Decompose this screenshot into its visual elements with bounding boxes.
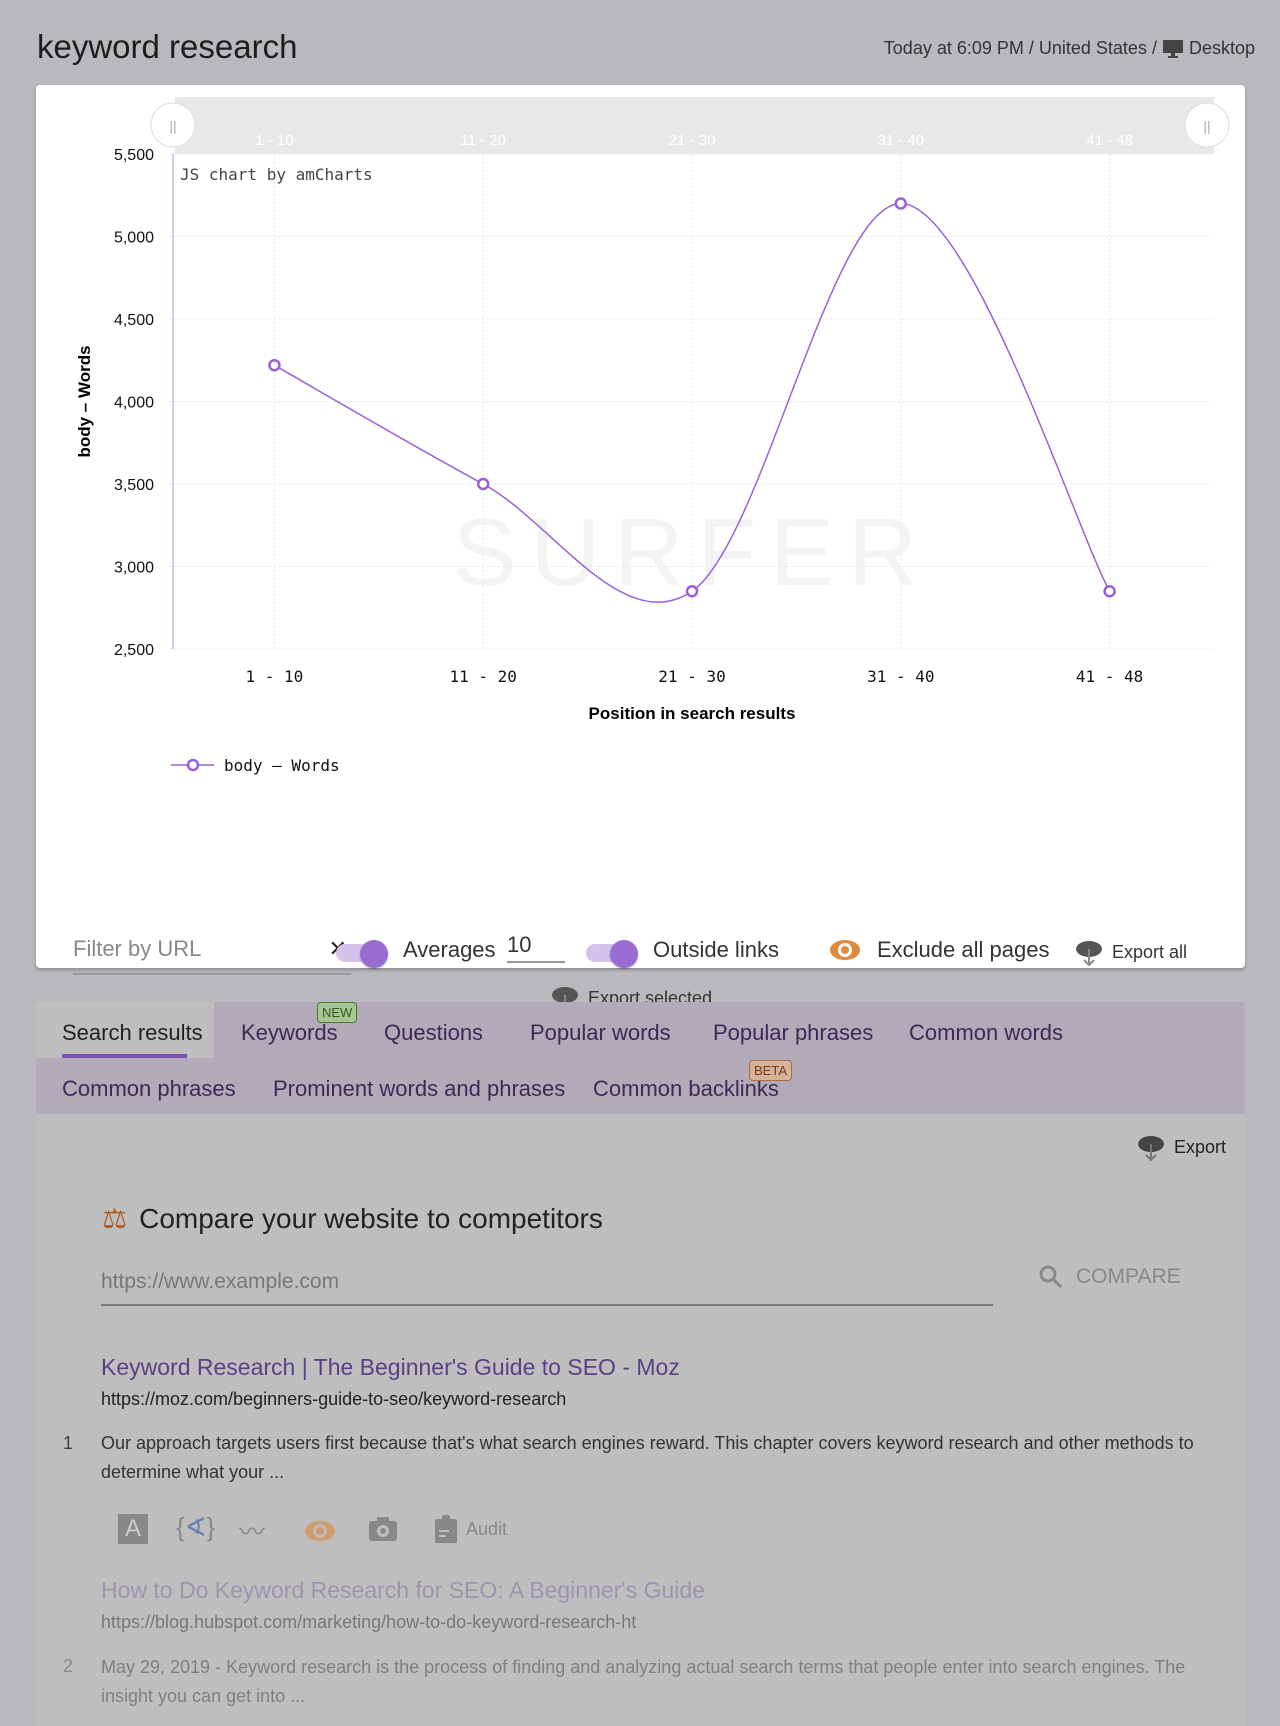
series-line xyxy=(274,202,1111,603)
y-tick-label: 4,500 xyxy=(114,312,154,329)
x-tick-label: 31 - 40 xyxy=(867,667,934,686)
y-tick-label: 2,500 xyxy=(114,642,154,659)
averages-value: 10 xyxy=(507,932,532,957)
compare-button[interactable]: COMPARE xyxy=(1038,1264,1181,1290)
outside-links-switch[interactable] xyxy=(586,940,638,968)
y-tick-label: 4,000 xyxy=(114,395,154,412)
tab-keywords[interactable]: Keywords xyxy=(241,1020,338,1045)
meta-text: Today at 6:09 PM / United States / xyxy=(883,38,1157,58)
compare-placeholder: https://www.example.com xyxy=(101,1270,340,1293)
tab-common-words[interactable]: Common words xyxy=(909,1020,1064,1045)
export-label: Export xyxy=(1174,1136,1227,1157)
audit-label: Audit xyxy=(466,1518,508,1539)
monitor-icon xyxy=(1162,39,1183,58)
y-tick-label: 5,000 xyxy=(114,230,154,247)
export-all-button[interactable]: Export all xyxy=(1074,937,1187,967)
result-snippet: Our approach targets users first because… xyxy=(101,1433,1194,1482)
export-button[interactable]: Export xyxy=(1136,1132,1226,1162)
scrollbar-label: 41 - 48 xyxy=(1086,132,1133,149)
x-tick-label: 21 - 30 xyxy=(658,667,725,686)
scrollbar-handle[interactable] xyxy=(150,102,196,148)
scales-icon: ⚖ xyxy=(102,1203,128,1234)
tab-search-results[interactable]: Search results xyxy=(62,1020,203,1045)
tab-popular-phrases[interactable]: Popular phrases xyxy=(713,1020,874,1045)
exclude-all-button[interactable]: Exclude all pages xyxy=(829,937,1049,963)
camera-icon[interactable] xyxy=(368,1516,398,1542)
y-tick-label: 3,500 xyxy=(114,477,154,494)
scrollbar-label: 21 - 30 xyxy=(669,132,716,149)
result-rank: 2 xyxy=(63,1656,74,1676)
y-tick-label: 3,000 xyxy=(114,560,154,577)
scrollbar-label: 11 - 20 xyxy=(460,132,506,149)
device-label: Desktop xyxy=(1188,38,1255,58)
eye-icon xyxy=(830,940,860,960)
surfer-watermark: SURFER xyxy=(453,499,932,606)
beta-badge: BETA xyxy=(749,1060,792,1081)
filter-url-input[interactable]: Filter by URL ✕ xyxy=(73,925,351,975)
data-point xyxy=(894,197,908,210)
exclude-label: Exclude all pages xyxy=(877,937,1050,962)
data-point xyxy=(476,477,490,491)
result-snippet: May 29, 2019 - Keyword research is the p… xyxy=(101,1657,1186,1706)
tab-bar: Search results Keywords NEW Questions Po… xyxy=(36,1002,1245,1114)
compare-url-input[interactable]: https://www.example.com xyxy=(101,1264,993,1306)
averages-toggle[interactable] xyxy=(336,940,388,968)
search-icon xyxy=(1039,1265,1063,1289)
tab-common-backlinks[interactable]: Common backlinks xyxy=(593,1076,779,1101)
x-axis-title: Position in search results xyxy=(589,704,796,723)
clipboard-icon xyxy=(435,1515,457,1543)
averages-input[interactable]: 10 xyxy=(507,929,565,963)
grip-icon: || xyxy=(1203,118,1210,134)
export-all-label: Export all xyxy=(1112,941,1188,962)
cloud-download-icon xyxy=(1076,941,1102,967)
scrollbar-label: 31 - 40 xyxy=(877,132,924,149)
tab-prominent-words[interactable]: Prominent words and phrases xyxy=(273,1076,566,1101)
scrollbar-handle[interactable] xyxy=(1184,102,1230,148)
y-tick-label: 5,500 xyxy=(114,147,154,164)
filter-placeholder: Filter by URL xyxy=(73,936,202,961)
legend-label: body – Words xyxy=(224,756,340,775)
scrollbar-track xyxy=(175,97,1214,154)
result-url: https://moz.com/beginners-guide-to-seo/k… xyxy=(101,1389,567,1409)
text-analysis-icon[interactable]: A xyxy=(118,1514,148,1544)
trend-icon[interactable]: 〰 xyxy=(239,1517,266,1547)
result-url: https://blog.hubspot.com/marketing/how-t… xyxy=(101,1612,637,1632)
data-point xyxy=(268,358,281,372)
data-point xyxy=(685,585,699,598)
scrollbar-label: 1 - 10 xyxy=(255,132,293,149)
x-tick-label: 1 - 10 xyxy=(246,667,304,686)
line-chart: SURFER 1 - 10 11 - 20 21 - 30 31 - 40 41 - 48… xyxy=(75,97,1230,775)
audit-button[interactable]: Audit xyxy=(434,1514,507,1544)
result-title-link[interactable]: Keyword Research | The Beginner's Guide … xyxy=(101,1354,680,1380)
averages-switch[interactable] xyxy=(336,940,388,968)
data-point xyxy=(1103,585,1116,598)
chart-credit: JS chart by amCharts xyxy=(180,165,373,184)
page-title: keyword research xyxy=(37,28,298,65)
cloud-download-icon xyxy=(1138,1136,1164,1162)
schema-icon[interactable]: {∢} xyxy=(176,1512,216,1542)
outside-links-toggle[interactable] xyxy=(586,940,638,968)
tab-popular-words[interactable]: Popular words xyxy=(530,1020,671,1045)
outside-links-label: Outside links xyxy=(653,937,779,962)
averages-label: Averages xyxy=(403,937,496,962)
compare-heading: ⚖ Compare your website to competitors xyxy=(102,1202,603,1235)
grip-icon: || xyxy=(169,118,176,134)
tab-common-phrases[interactable]: Common phrases xyxy=(62,1076,236,1101)
new-badge: NEW xyxy=(317,1002,358,1023)
x-tick-label: 41 - 48 xyxy=(1076,667,1143,686)
compare-label: COMPARE xyxy=(1076,1265,1181,1288)
chart-card: SURFER 1 - 10 11 - 20 21 - 30 31 - 40 41 - 48… xyxy=(36,85,1245,1013)
y-axis-title: body – Words xyxy=(75,345,94,457)
search-meta: Today at 6:09 PM / United States / Deskt… xyxy=(884,38,1255,59)
compare-title: Compare your website to competitors xyxy=(139,1202,603,1234)
result-title-link[interactable]: How to Do Keyword Research for SEO: A Be… xyxy=(101,1577,705,1603)
results-panel: Search results Keywords NEW Questions Po… xyxy=(36,1002,1245,1726)
eye-icon[interactable] xyxy=(304,1520,336,1542)
result-rank: 1 xyxy=(63,1433,74,1453)
tab-questions[interactable]: Questions xyxy=(384,1020,484,1045)
x-tick-label: 11 - 20 xyxy=(449,667,516,686)
legend-marker xyxy=(186,758,200,772)
